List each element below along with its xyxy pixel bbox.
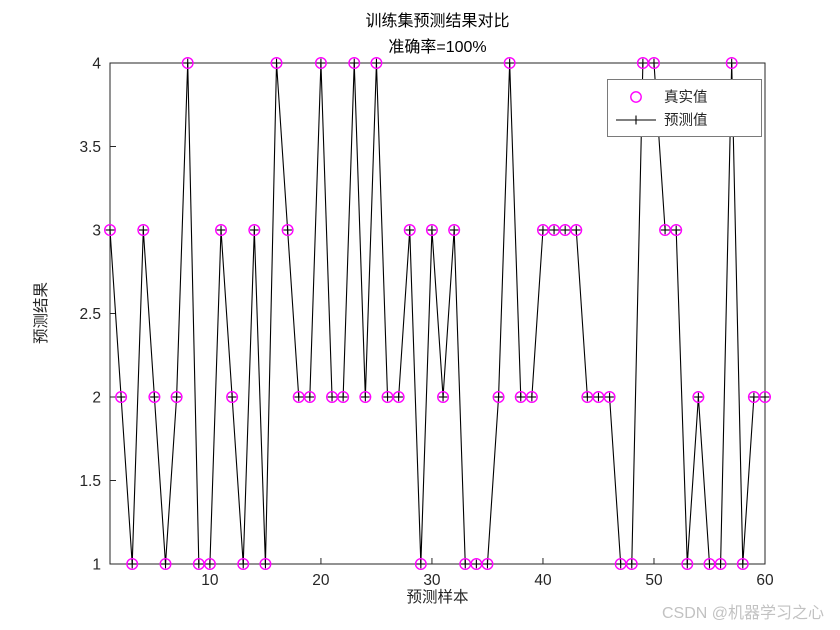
predicted-line: [109, 62, 765, 565]
true-value-marker: [348, 57, 361, 70]
true-value-marker: [403, 223, 416, 236]
watermark: CSDN @机器学习之心: [661, 605, 824, 622]
true-value-marker: [115, 391, 128, 404]
x-tick-label: 10: [201, 572, 219, 589]
chart-subtitle: 准确率=100%: [388, 39, 487, 56]
y-tick-label: 4: [92, 56, 101, 73]
y-tick-label: 2: [92, 390, 101, 407]
true-value-marker: [303, 391, 316, 404]
true-value-marker: [603, 391, 616, 404]
true-value-marker: [570, 223, 583, 236]
true-value-marker: [170, 391, 183, 404]
true-value-marker: [759, 391, 772, 404]
true-value-marker: [359, 391, 372, 404]
x-tick-label: 40: [534, 572, 552, 589]
true-value-marker: [159, 558, 172, 571]
chart-title: 训练集预测结果对比: [365, 13, 510, 30]
true-value-marker: [448, 223, 461, 236]
legend: 真实值 预测值: [607, 79, 762, 137]
x-tick-label: 50: [645, 572, 663, 589]
true-value-marker: [681, 558, 694, 571]
true-value-marker: [425, 223, 438, 236]
true-value-marker: [281, 223, 294, 236]
true-value-marker: [248, 223, 261, 236]
true-value-marker: [392, 391, 405, 404]
true-value-marker: [670, 223, 683, 236]
true-value-marker: [725, 57, 738, 70]
true-value-marker: [126, 558, 139, 571]
legend-label-true: 真实值: [664, 90, 708, 106]
legend-entry-true: 真实值: [608, 85, 761, 108]
circle-marker-icon: [608, 89, 664, 105]
true-value-marker: [481, 558, 494, 571]
true-value-marker: [370, 57, 383, 70]
true-value-marker: [148, 391, 161, 404]
true-value-marker: [259, 558, 272, 571]
true-value-marker: [437, 391, 450, 404]
legend-label-pred: 预测值: [664, 113, 708, 129]
y-tick-label: 1: [92, 557, 101, 574]
true-value-marker: [714, 558, 727, 571]
x-axis-label: 预测样本: [406, 589, 469, 606]
true-value-marker: [270, 57, 283, 70]
true-value-marker: [137, 223, 150, 236]
true-value-marker: [337, 391, 350, 404]
y-tick-label: 3.5: [79, 139, 101, 156]
legend-entry-pred: 预测值: [608, 108, 761, 131]
true-value-marker: [226, 391, 239, 404]
true-value-marker: [203, 558, 216, 571]
true-value-marker: [215, 223, 228, 236]
y-tick-label: 2.5: [79, 306, 101, 323]
true-value-marker: [503, 57, 516, 70]
x-tick-label: 60: [756, 572, 774, 589]
true-value-marker: [237, 558, 250, 571]
y-axis-label: 预测结果: [33, 281, 50, 345]
true-value-marker: [314, 57, 327, 70]
y-tick-label: 3: [92, 223, 101, 240]
true-value-marker: [492, 391, 505, 404]
x-tick-label: 30: [423, 572, 441, 589]
true-value-marker: [647, 57, 660, 70]
true-value-marker: [181, 57, 194, 70]
true-value-marker: [103, 223, 116, 236]
true-value-marker: [625, 558, 638, 571]
line-plus-marker-icon: [608, 112, 664, 128]
true-value-marker: [736, 558, 749, 571]
y-tick-label: 1.5: [79, 473, 101, 490]
true-value-marker: [414, 558, 427, 571]
true-value-marker: [692, 391, 705, 404]
true-value-marker: [525, 391, 538, 404]
x-tick-label: 20: [312, 572, 330, 589]
